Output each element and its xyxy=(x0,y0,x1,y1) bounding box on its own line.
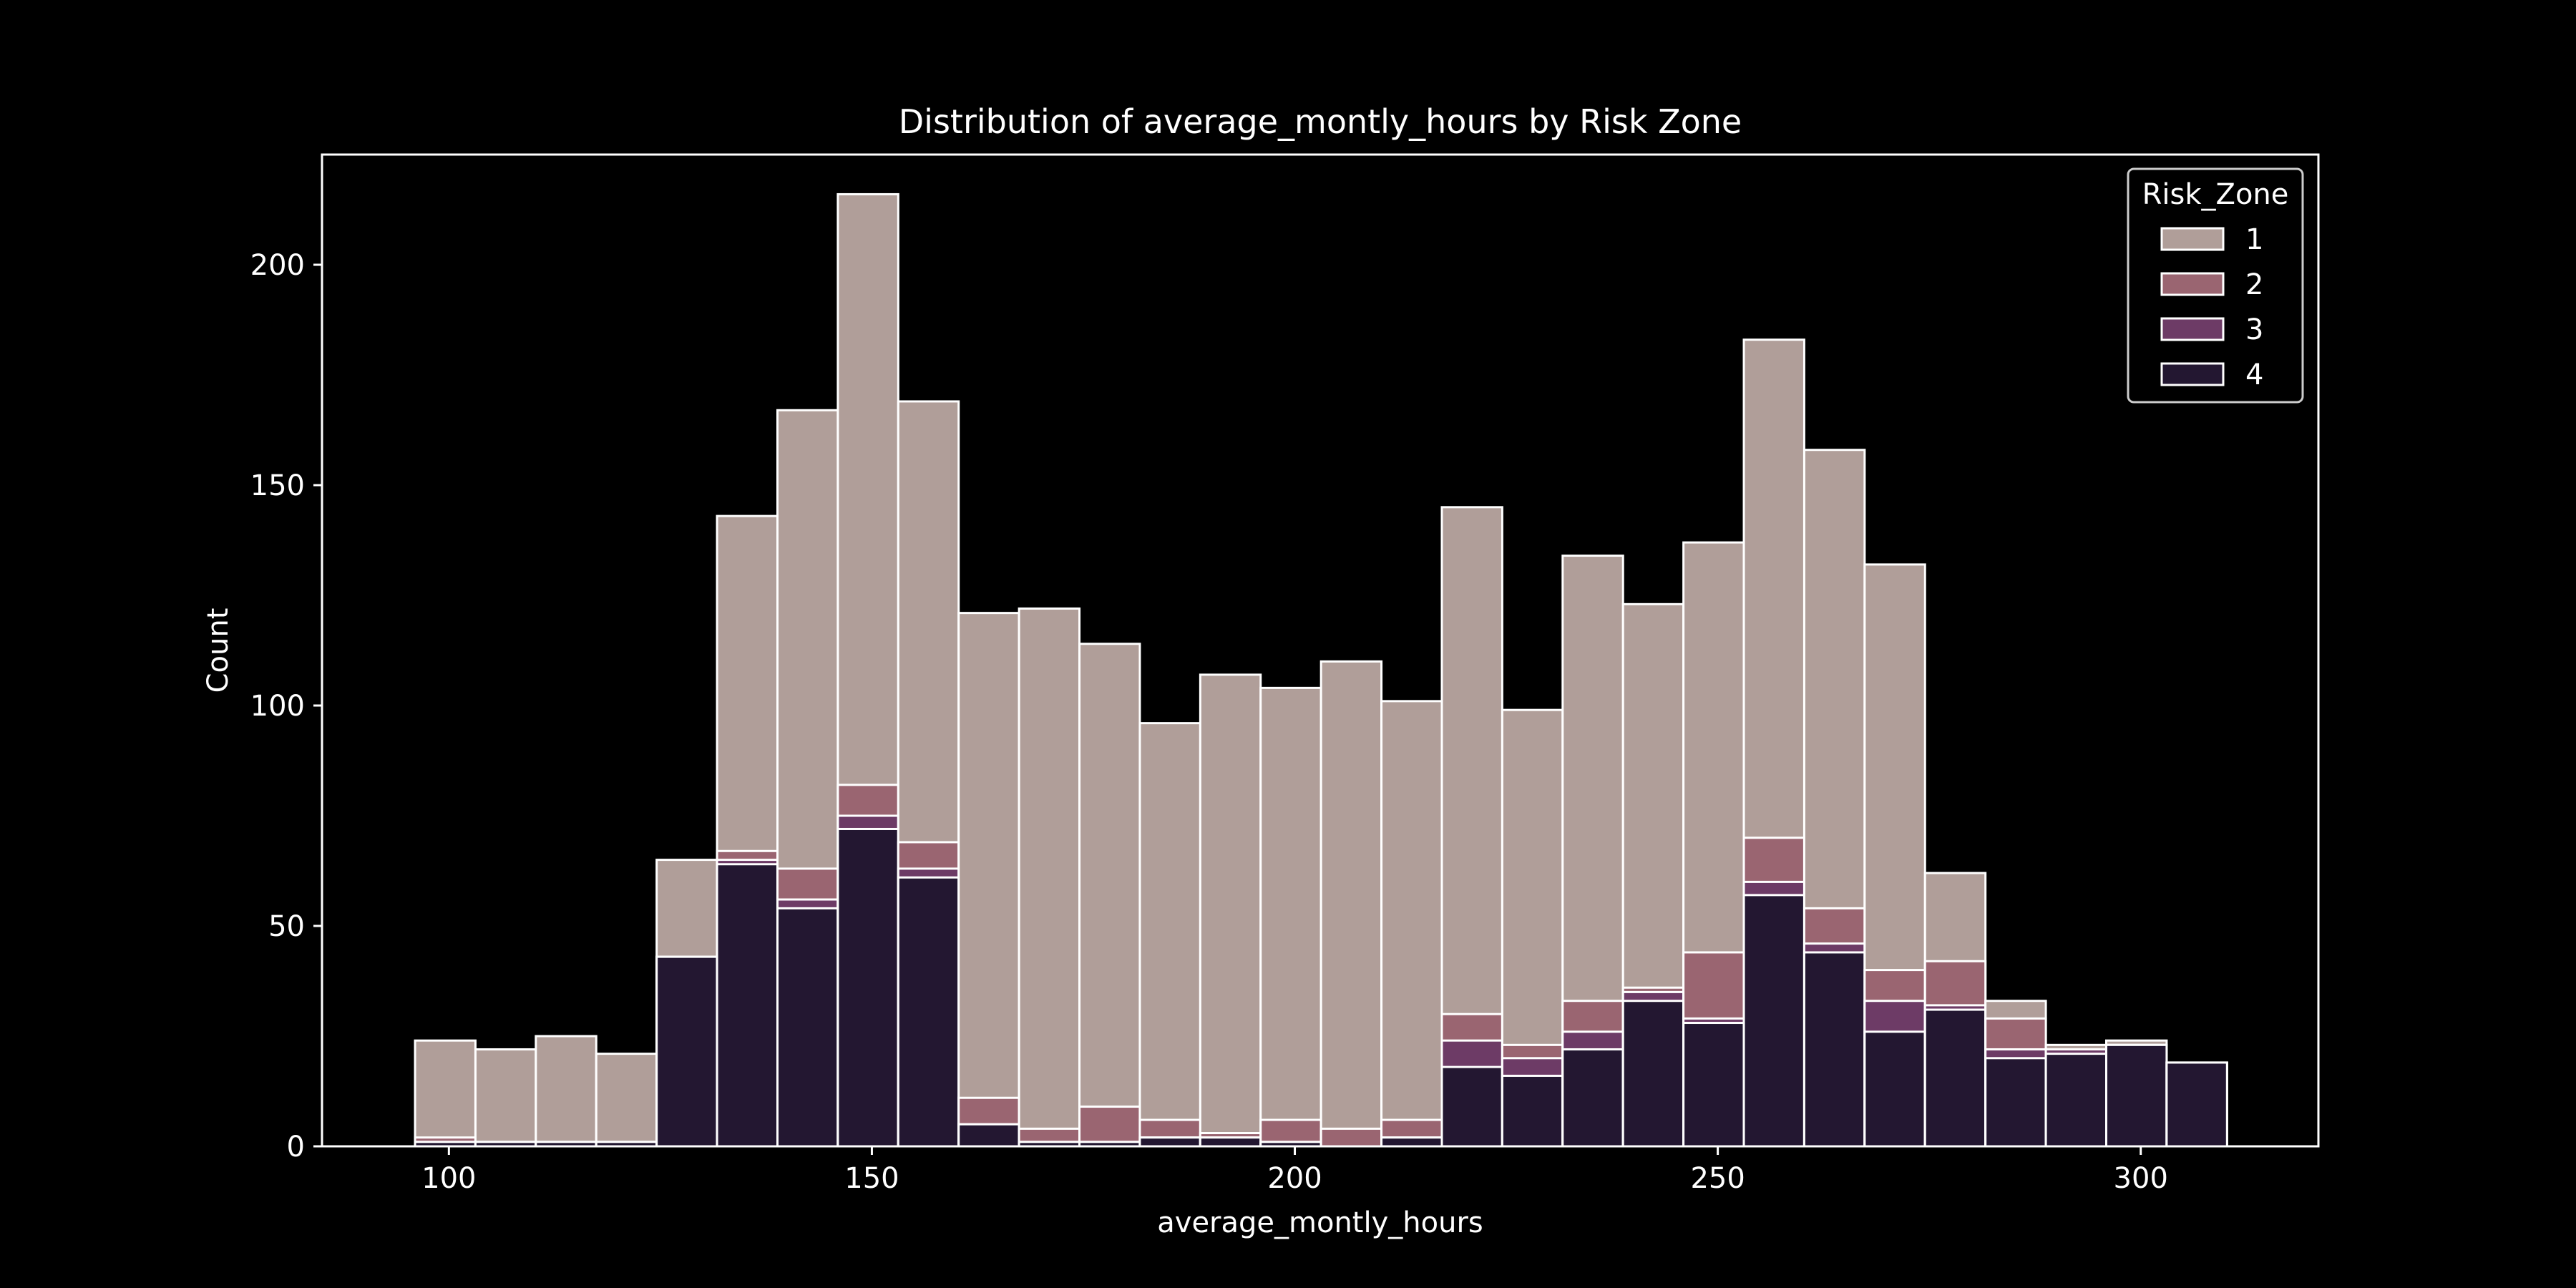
y-tick-label: 100 xyxy=(250,690,305,723)
bar-zone-4-bin-4 xyxy=(655,955,718,1148)
legend-label-2: 2 xyxy=(2245,268,2263,301)
bar-zone-1-bin-14 xyxy=(1259,686,1322,1148)
y-tick-label: 0 xyxy=(287,1131,305,1163)
legend-swatch-4 xyxy=(2160,362,2225,386)
y-axis: 0 50 100 150 200 xyxy=(250,249,322,1163)
bar-zone-4-bin-24 xyxy=(1863,1030,1926,1148)
y-axis-label: Count xyxy=(202,608,235,693)
x-tick-label: 300 xyxy=(2114,1162,2168,1195)
bar-zone-4-bin-26 xyxy=(1984,1057,2047,1148)
legend-label-4: 4 xyxy=(2245,358,2263,391)
plot-frame xyxy=(321,153,2320,1148)
bar-zone-4-bin-23 xyxy=(1802,951,1866,1148)
bar-zone-4-bin-5 xyxy=(716,863,779,1148)
bar-zone-1-bin-2 xyxy=(535,1035,597,1148)
legend-items: 1 2 3 4 xyxy=(2160,223,2263,391)
bar-zone-1-bin-16 xyxy=(1380,700,1443,1148)
bar-zone-4-bin-27 xyxy=(2044,1053,2108,1148)
bar-zone-4-bin-9 xyxy=(957,1123,1020,1148)
bar-zone-4-bin-28 xyxy=(2105,1043,2168,1148)
y-tick-label: 50 xyxy=(268,910,305,943)
legend-title: Risk_Zone xyxy=(2142,178,2289,211)
x-tick-label: 100 xyxy=(421,1162,476,1195)
bar-zone-4-bin-22 xyxy=(1742,894,1805,1148)
bar-zone-2-bin-11 xyxy=(1078,1106,1141,1148)
bar-zone-1-bin-9 xyxy=(957,612,1020,1148)
bar-zone-4-bin-17 xyxy=(1440,1065,1503,1148)
bar-zone-4-bin-19 xyxy=(1561,1048,1624,1148)
bar-zone-4-bin-16 xyxy=(1380,1136,1443,1148)
bar-zone-1-bin-1 xyxy=(474,1048,537,1148)
y-tick-label: 150 xyxy=(250,469,305,502)
y-tick-label: 200 xyxy=(250,249,305,282)
legend-swatch-1 xyxy=(2160,227,2225,251)
bar-zone-4-bin-6 xyxy=(776,907,839,1148)
x-axis-label: average_montly_hours xyxy=(1157,1206,1483,1239)
bar-zone-4-bin-21 xyxy=(1682,1022,1745,1148)
bar-zone-4-bin-7 xyxy=(836,827,899,1148)
bar-zone-1-bin-15 xyxy=(1319,660,1383,1148)
legend-label-3: 3 xyxy=(2245,313,2263,346)
legend-label-1: 1 xyxy=(2245,223,2263,256)
bar-zone-4-bin-18 xyxy=(1501,1074,1564,1148)
bars-layer xyxy=(414,192,2228,1148)
bar-zone-1-bin-10 xyxy=(1018,607,1081,1148)
x-tick-label: 150 xyxy=(844,1162,899,1195)
bar-zone-1-bin-12 xyxy=(1138,722,1201,1148)
x-axis: 100 150 200 250 300 xyxy=(421,1146,2168,1195)
bar-zone-4-bin-20 xyxy=(1621,1000,1685,1148)
chart-title: Distribution of average_montly_hours by … xyxy=(899,102,1742,141)
bar-zone-1-bin-3 xyxy=(595,1053,658,1148)
x-tick-label: 250 xyxy=(1690,1162,1745,1195)
bar-zone-4-bin-8 xyxy=(897,876,960,1148)
bar-zone-4-bin-13 xyxy=(1199,1136,1262,1148)
bar-zone-4-bin-12 xyxy=(1138,1136,1201,1148)
bar-zone-4-bin-29 xyxy=(2165,1061,2228,1148)
bar-zone-2-bin-15 xyxy=(1319,1127,1383,1148)
legend-swatch-2 xyxy=(2160,272,2225,296)
bar-zone-1-bin-13 xyxy=(1199,673,1262,1148)
bar-zone-4-bin-25 xyxy=(1923,1008,1987,1148)
x-tick-label: 200 xyxy=(1267,1162,1322,1195)
bar-zone-1-bin-11 xyxy=(1078,643,1141,1148)
legend: Risk_Zone 1 2 3 4 xyxy=(2127,167,2304,404)
legend-swatch-3 xyxy=(2160,317,2225,341)
bar-zone-1-bin-0 xyxy=(414,1039,477,1148)
